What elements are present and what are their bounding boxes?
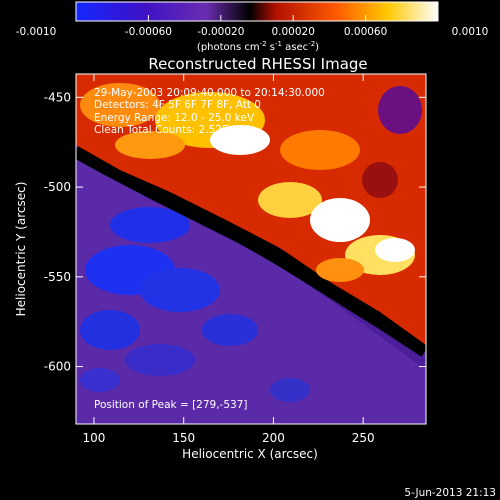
x-tick-label: 100 — [82, 431, 105, 445]
y-tick-label: -550 — [44, 270, 71, 284]
colorbar-unit-label: (photons cm-2 s-1 asec-2) — [197, 40, 319, 53]
colorbar-tick-label: 0.00020 — [271, 26, 314, 38]
colorbar: -0.0010 -0.00060 -0.00020 0.00020 0.00060 0.0… — [16, 1, 489, 53]
annotation-energy-range: Energy Range: 12.0 - 25.0 keV — [94, 112, 255, 124]
chart-title: Reconstructed RHESSI Image — [148, 55, 367, 73]
colorbar-ticks: -0.0010 -0.00060 -0.00020 0.00020 0.00060 0.0… — [16, 15, 489, 38]
x-axis-ticks: 100 150 200 250 — [82, 74, 375, 445]
x-tick-label: 200 — [262, 431, 285, 445]
annotation-clean-counts: Clean Total Counts: 2.52E+04 — [94, 124, 251, 136]
heatmap-image — [72, 73, 431, 425]
y-axis-label: Heliocentric Y (arcsec) — [14, 182, 28, 317]
footer-date: 5-Jun-2013 21:13 — [404, 487, 496, 499]
x-tick-label: 150 — [172, 431, 195, 445]
colorbar-tick-label: -0.0010 — [16, 26, 57, 38]
colorbar-tick-label: -0.00020 — [197, 26, 244, 38]
colorbar-tick-label: 0.0010 — [452, 26, 489, 38]
colorbar-tick-label: -0.00060 — [125, 26, 172, 38]
colorbar-tick-label: 0.00060 — [344, 26, 387, 38]
annotation-time-range: 29-May-2003 20:09:40.000 to 20:14:30.000 — [94, 87, 325, 99]
y-axis-ticks: -450 -500 -550 -600 — [44, 90, 426, 374]
colorbar-gradient — [75, 1, 439, 22]
x-tick-label: 250 — [352, 431, 375, 445]
annotation-detectors: Detectors: 4F 5F 6F 7F 8F, Att 0 — [94, 99, 261, 111]
y-tick-label: -500 — [44, 180, 71, 194]
peak-position-label: Position of Peak = [279,-537] — [94, 399, 248, 411]
y-tick-label: -600 — [44, 360, 71, 374]
x-axis-label: Heliocentric X (arcsec) — [182, 447, 318, 461]
y-tick-label: -450 — [44, 90, 71, 104]
